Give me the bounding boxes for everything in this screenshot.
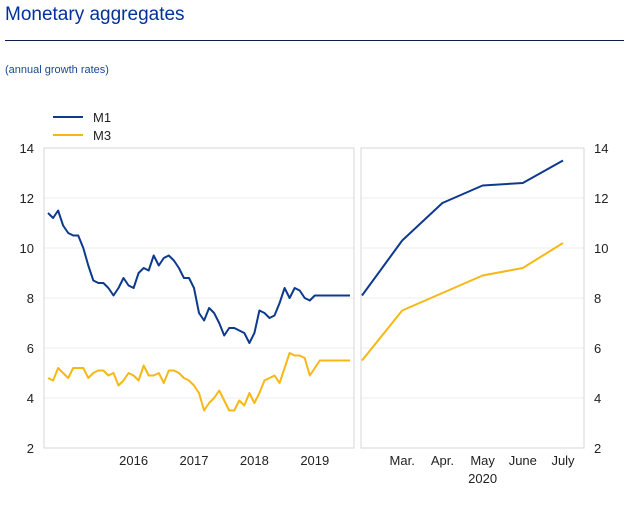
left-panel	[43, 147, 355, 449]
title-divider	[5, 40, 624, 41]
y-tick-label-left: 6	[27, 341, 34, 356]
y-tick-label-right: 8	[594, 291, 601, 306]
y-tick-label-left: 2	[27, 441, 34, 456]
y-tick-label-left: 10	[20, 241, 34, 256]
left-panel-frame	[43, 147, 355, 449]
y-tick-label-left: 14	[20, 141, 34, 156]
y-tick-label-right: 12	[594, 191, 608, 206]
series-line-m1-2020	[361, 159, 564, 297]
x-tick-label-month: May	[470, 453, 495, 468]
y-tick-label-right: 14	[594, 141, 608, 156]
right-panel-frame	[360, 147, 585, 449]
x-tick-label-year: 2016	[119, 453, 148, 468]
x-tick-label-year: 2018	[240, 453, 269, 468]
y-tick-label-right: 10	[594, 241, 608, 256]
x-tick-label-month: June	[509, 453, 537, 468]
y-tick-label-left: 8	[27, 291, 34, 306]
x-tick-label-month: July	[551, 453, 575, 468]
x-tick-label-year: 2017	[180, 453, 209, 468]
series-line-m1-monthly	[47, 209, 350, 344]
y-tick-label-left: 12	[20, 191, 34, 206]
y-tick-label-right: 2	[594, 441, 601, 456]
page-title: Monetary aggregates	[5, 4, 185, 25]
legend-label-m3: M3	[93, 128, 111, 143]
chart-subtitle: (annual growth rates)	[5, 64, 109, 76]
right-panel	[360, 147, 585, 449]
series-line-m3-2020	[361, 242, 564, 362]
y-tick-label-right: 6	[594, 341, 601, 356]
axis-labels: 2 4 6 8 10 12 14 2 4 6 8 10 12 14 2016 2017 2018 2019 Mar.…	[20, 141, 609, 486]
series-line-m3-monthly	[47, 352, 350, 412]
x-tick-label-month: Apr.	[431, 453, 454, 468]
x-tick-label-year: 2019	[300, 453, 329, 468]
y-tick-label-left: 4	[27, 391, 34, 406]
legend-label-m1: M1	[93, 110, 111, 125]
y-tick-label-right: 4	[594, 391, 601, 406]
x-tick-label-month: Mar.	[390, 453, 415, 468]
x-axis-year-label: 2020	[468, 471, 497, 486]
